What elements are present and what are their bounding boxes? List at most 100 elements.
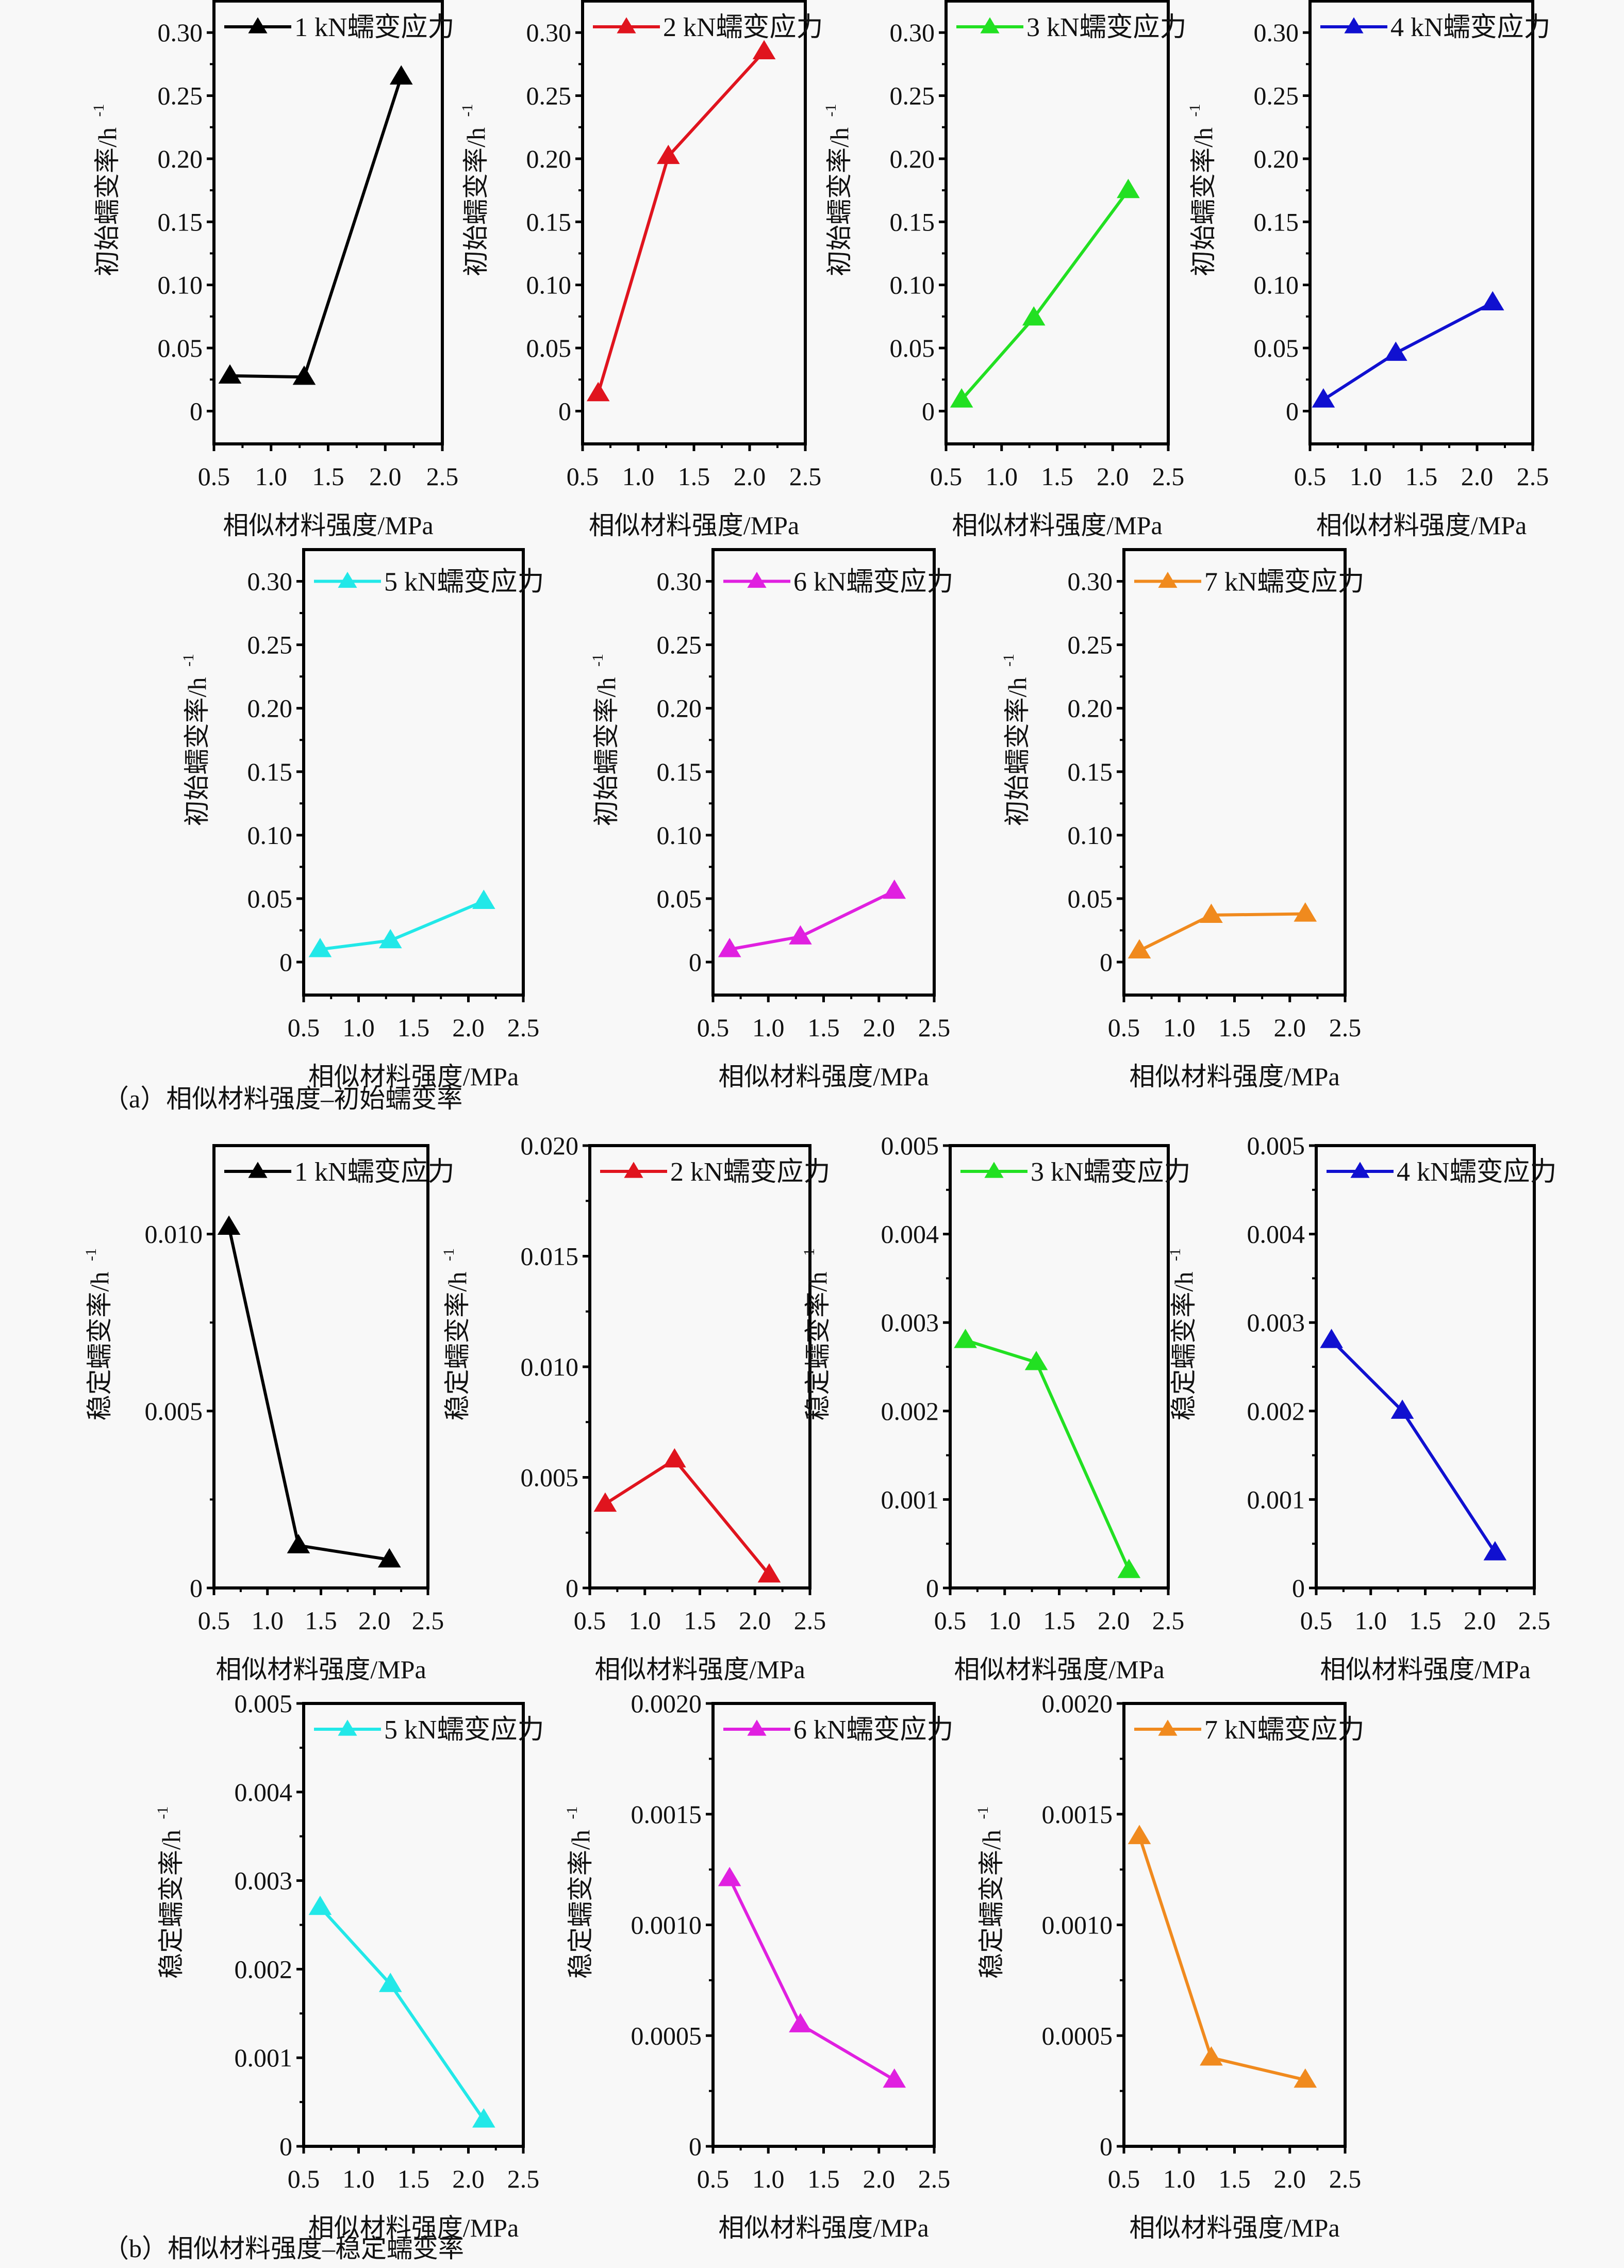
- y-tick-label: 0.05: [158, 334, 203, 362]
- data-point-triangle: [217, 1215, 241, 1235]
- y-axis-label: 稳定蠕变率/h: [1169, 1272, 1198, 1421]
- data-point-triangle: [308, 938, 332, 957]
- y-tick-label: 0.30: [1068, 567, 1113, 596]
- x-axis-label: 相似材料强度/MPa: [589, 511, 799, 540]
- x-tick-label: 0.5: [697, 1013, 730, 1042]
- legend-triangle-marker: [1344, 17, 1364, 34]
- legend-triangle-marker: [747, 571, 767, 588]
- legend-triangle-marker: [1158, 571, 1178, 588]
- y-tick-label: 0.25: [158, 81, 203, 110]
- plot-frame: [302, 548, 525, 997]
- y-axis-label-group: 初始蠕变率/h -1: [180, 654, 211, 826]
- x-tick-label: 1.5: [678, 462, 710, 491]
- x-tick-label: 2.0: [1464, 1606, 1496, 1635]
- x-axis-label: 相似材料强度/MPa: [718, 2213, 929, 2242]
- y-tick-label: 0.20: [158, 144, 203, 173]
- series-line: [1330, 1339, 1497, 1554]
- y-tick-label: 0.005: [881, 1131, 939, 1160]
- y-tick-label: 0.20: [890, 144, 935, 173]
- y-tick-label: 0: [1286, 396, 1299, 425]
- chart-a1: 0.5 1.0 1.5 2.0 2.5 0 0.05 0.10 0.15 0.20 0.25 0.30…: [90, 0, 458, 540]
- y-tick-label: 0.05: [1254, 334, 1299, 362]
- x-tick-label: 2.0: [1274, 2164, 1306, 2193]
- y-tick-label: 0.020: [521, 1131, 579, 1160]
- y-tick-label: 0.30: [657, 567, 702, 596]
- y-axis-label-group: 稳定蠕变率/h -1: [1167, 1248, 1198, 1420]
- y-axis-label-superscript: -1: [1000, 654, 1017, 667]
- data-point-triangle: [1312, 388, 1335, 408]
- legend-label: 7 kN蠕变应力: [1204, 1715, 1365, 1745]
- y-axis-label-superscript: -1: [564, 1807, 581, 1819]
- y-axis-label: 稳定蠕变率/h: [566, 1830, 595, 1979]
- x-tick-label: 2.5: [794, 1606, 826, 1635]
- x-tick-label: 2.5: [1518, 1606, 1551, 1635]
- data-point-triangle: [472, 2108, 495, 2128]
- y-tick-label: 0: [190, 1574, 203, 1602]
- series-line: [729, 889, 896, 951]
- chart-a7: 0.5 1.0 1.5 2.0 2.5 0 0.05 0.10 0.15 0.20 0.25 0.30…: [1000, 548, 1365, 1091]
- series-line: [965, 1338, 1131, 1571]
- data-point-triangle: [1022, 306, 1046, 326]
- x-tick-label: 2.5: [1329, 1013, 1362, 1042]
- data-point-triangle: [1117, 1559, 1141, 1578]
- plot-frame: [588, 1144, 811, 1590]
- y-tick-label: 0: [1100, 948, 1113, 976]
- y-tick-label: 0: [926, 1574, 939, 1602]
- x-tick-label: 1.5: [1043, 1606, 1075, 1635]
- y-tick-label: 0.003: [1247, 1308, 1305, 1337]
- chart-b3: 0.5 1.0 1.5 2.0 2.5 0 0.001 0.002 0.003 0.004 0.00…: [801, 1131, 1191, 1684]
- y-axis-label-superscript: -1: [459, 104, 476, 117]
- x-tick-label: 2.0: [369, 462, 402, 491]
- series-line: [596, 50, 766, 394]
- data-point-triangle: [378, 1973, 402, 1992]
- data-point-triangle: [657, 144, 680, 164]
- x-tick-label: 2.0: [358, 1606, 391, 1635]
- data-point-triangle: [718, 938, 741, 957]
- series-line: [229, 76, 403, 379]
- x-tick-label: 2.0: [863, 1013, 896, 1042]
- legend-triangle-marker: [338, 1719, 357, 1736]
- y-tick-label: 0: [279, 948, 292, 976]
- y-axis-label: 初始蠕变率/h: [183, 677, 211, 826]
- y-axis-label-group: 初始蠕变率/h -1: [90, 104, 122, 276]
- y-tick-label: 0.001: [881, 1485, 939, 1514]
- x-tick-label: 2.5: [1152, 1606, 1185, 1635]
- legend-triangle-marker: [617, 17, 636, 34]
- y-tick-label: 0.005: [1247, 1131, 1305, 1160]
- legend-triangle-marker: [747, 1719, 767, 1736]
- x-tick-label: 1.0: [622, 462, 655, 491]
- y-tick-label: 0.10: [158, 271, 203, 300]
- x-tick-label: 0.5: [288, 2164, 320, 2193]
- y-axis-label: 初始蠕变率/h: [93, 127, 122, 276]
- y-tick-label: 0.10: [247, 821, 293, 850]
- y-tick-label: 0.010: [521, 1352, 579, 1381]
- y-tick-label: 0: [558, 396, 571, 425]
- x-tick-label: 0.5: [198, 1606, 230, 1635]
- y-axis-label-group: 稳定蠕变率/h -1: [154, 1807, 186, 1979]
- x-tick-label: 1.5: [1041, 462, 1073, 491]
- x-tick-label: 1.0: [986, 462, 1018, 491]
- x-tick-label: 0.5: [1108, 1013, 1140, 1042]
- y-tick-label: 0.0005: [1042, 2021, 1113, 2050]
- data-point-triangle: [1384, 341, 1407, 361]
- x-tick-label: 1.0: [752, 2164, 785, 2193]
- data-point-triangle: [593, 1492, 617, 1512]
- y-tick-label: 0.010: [145, 1220, 203, 1249]
- x-tick-label: 1.5: [305, 1606, 337, 1635]
- y-tick-label: 0.20: [1068, 694, 1113, 723]
- y-tick-label: 0.20: [1254, 144, 1299, 173]
- x-tick-label: 2.0: [1274, 1013, 1306, 1042]
- x-tick-label: 1.0: [342, 2164, 375, 2193]
- y-tick-label: 0.30: [247, 567, 293, 596]
- data-point-triangle: [1024, 1351, 1048, 1370]
- series-line: [1138, 1835, 1306, 2082]
- data-point-triangle: [1481, 291, 1504, 311]
- y-tick-label: 0.10: [526, 271, 572, 300]
- y-axis-label-superscript: -1: [180, 654, 197, 667]
- chart-b2: 0.5 1.0 1.5 2.0 2.5 0 0.005 0.010 0.015 0.020 相似材料…: [440, 1131, 831, 1684]
- x-tick-label: 2.5: [1329, 2164, 1362, 2193]
- y-tick-label: 0.003: [881, 1308, 939, 1337]
- y-tick-label: 0.25: [1068, 631, 1113, 659]
- data-point-triangle: [1294, 2068, 1317, 2088]
